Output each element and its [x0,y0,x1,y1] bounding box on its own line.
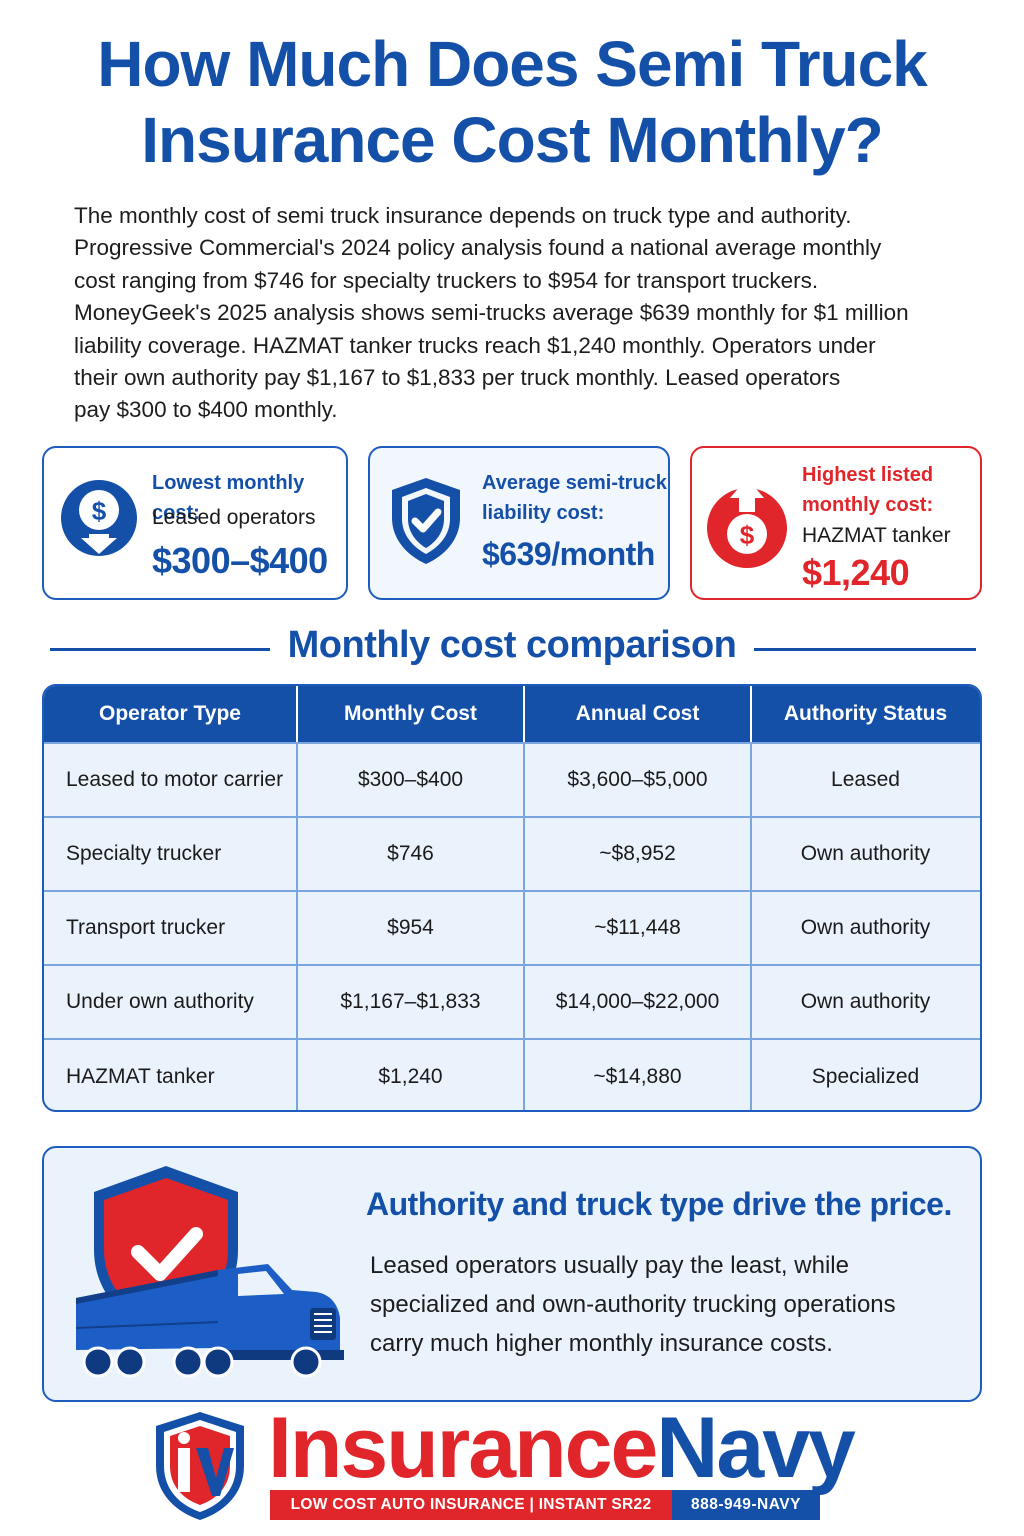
intro-paragraph: The monthly cost of semi truck insurance… [74,200,974,427]
table-cell: $1,240 [298,1040,525,1110]
card-value: $1,240 [802,552,910,593]
brand-phone: 888-949-NAVY [672,1490,820,1520]
table-cell: $1,167–$1,833 [298,966,525,1038]
table-cell: Leased [831,768,900,791]
dollar-down-arrow-icon: $ [61,480,137,556]
brand-name: InsuranceNavy [268,1398,856,1498]
table-cell: ~$11,448 [525,892,752,964]
table-cell: Own authority [800,916,931,939]
table-header-row: Operator Type Monthly Cost Annual Cost A… [44,686,980,742]
callout-body-line: Leased operators usually pay the least, … [370,1252,849,1279]
table-cell: Specialized [811,1065,920,1088]
intro-line: pay $300 to $400 monthly. [74,397,338,423]
stat-card-average: Average semi-truck liability cost: $639/… [368,446,670,600]
callout-body-line: carry much higher monthly insurance cost… [370,1330,833,1357]
card-sub: HAZMAT tanker [802,524,951,547]
brand-name-part1: Insurance [268,1400,658,1496]
card-label-line: monthly cost: [802,494,934,516]
card-label-line: Average semi-truck [482,472,667,494]
stat-card-lowest: $ Lowest monthly cost: Leased operators … [42,446,348,600]
card-label-line: liability cost: [482,502,605,524]
table-row: HAZMAT tanker $1,240 ~$14,880 Specialize… [44,1038,980,1110]
table-header-cell: Annual Cost [525,686,752,742]
svg-text:$: $ [92,496,107,526]
intro-line: liability coverage. HAZMAT tanker trucks… [74,332,876,358]
summary-callout: Authority and truck type drive the price… [42,1146,982,1402]
table-row: Leased to motor carrier $300–$400 $3,600… [44,742,980,816]
cost-table: Operator Type Monthly Cost Annual Cost A… [42,684,982,1112]
title-line-1: How Much Does Semi Truck [97,28,928,100]
table-cell: $954 [298,892,525,964]
svg-text:$: $ [740,520,755,550]
shield-truck-illustration [75,1166,344,1378]
table-row: Transport trucker $954 ~$11,448 Own auth… [44,890,980,964]
table-cell: $746 [298,818,525,890]
table-cell: Leased to motor carrier [44,744,298,816]
brand-shield-logo [156,1412,244,1520]
card-label-line: Highest listed [802,464,934,486]
callout-body: Leased operators usually pay the least, … [370,1246,950,1363]
table-cell: ~$14,880 [525,1040,752,1110]
callout-heading: Authority and truck type drive the price… [366,1186,952,1222]
brand-tagline: LOW COST AUTO INSURANCE | INSTANT SR22 [270,1490,672,1520]
brand-name-part2: Navy [656,1400,856,1496]
card-label: Average semi-truck liability cost: [482,468,667,528]
table-cell: $3,600–$5,000 [525,744,752,816]
stat-card-highest: $ Highest listed monthly cost: HAZMAT ta… [690,446,982,600]
title-line-2: Insurance Cost Monthly? [141,104,884,176]
table-cell: Own authority [800,842,931,865]
dollar-up-arrow-icon: $ [707,478,787,568]
callout-body-line: specialized and own-authority trucking o… [370,1291,896,1318]
table-cell: Own authority [800,990,931,1013]
card-label: Lowest monthly cost: [152,472,305,524]
section-title: Monthly cost comparison [287,624,737,666]
card-value: $300–$400 [152,540,328,581]
table-cell: Transport trucker [44,892,298,964]
table-cell: HAZMAT tanker [44,1040,298,1110]
table-header-cell: Operator Type [44,686,298,742]
intro-line: cost ranging from $746 for specialty tru… [74,267,819,293]
intro-line: their own authority pay $1,167 to $1,833… [74,365,841,391]
section-divider-left [50,648,270,651]
table-row: Specialty trucker $746 ~$8,952 Own autho… [44,816,980,890]
table-row: Under own authority $1,167–$1,833 $14,00… [44,964,980,1038]
section-divider-right [754,648,976,651]
table-header-cell: Authority Status [783,702,948,725]
table-cell: Under own authority [44,966,298,1038]
table-cell: $14,000–$22,000 [525,966,752,1038]
table-header-cell: Monthly Cost [298,686,525,742]
card-label: Highest listed monthly cost: [802,460,933,520]
intro-line: MoneyGeek's 2025 analysis shows semi-tru… [74,300,909,326]
intro-line: The monthly cost of semi truck insurance… [74,203,852,228]
shield-check-icon [392,478,460,564]
intro-line: Progressive Commercial's 2024 policy ana… [74,235,882,261]
table-cell: ~$8,952 [525,818,752,890]
page-title: How Much Does Semi Truck Insurance Cost … [0,26,1024,178]
brand-tagline-bar: LOW COST AUTO INSURANCE | INSTANT SR22 8… [270,1490,820,1520]
card-sub: Leased operators [152,506,316,529]
table-cell: Specialty trucker [44,818,298,890]
card-value: $639/month [482,536,655,572]
table-cell: $300–$400 [298,744,525,816]
